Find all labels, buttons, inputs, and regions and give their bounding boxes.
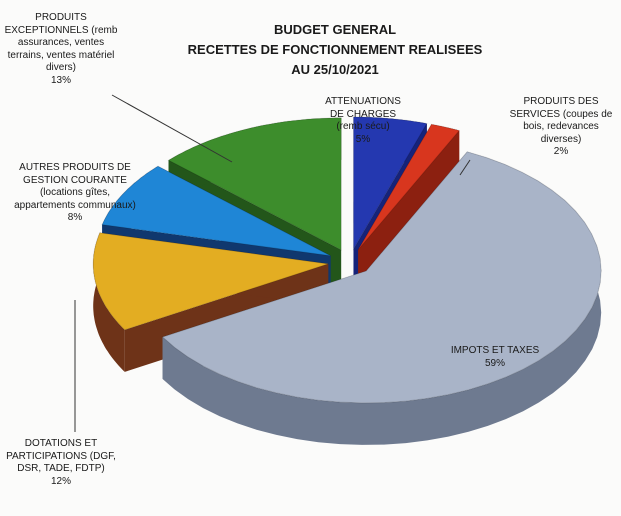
value-label: 5% — [355, 133, 371, 145]
slice-label: DOTATIONS ET PARTICIPATIONS (DGF, DSR, T… — [6, 438, 116, 488]
category-label: AUTRES PRODUITS DE GESTION COURANTE (loc… — [14, 162, 136, 211]
category-label: ATTENUATIONS DE CHARGES (remb sécu) — [325, 96, 401, 132]
category-label: PRODUITS EXCEPTIONNELS (remb assurances,… — [4, 12, 118, 73]
slice-label: IMPOTS ET TAXES 59% — [420, 345, 570, 370]
category-label: PRODUITS DES SERVICES (coupes de bois, r… — [509, 96, 613, 145]
value-label: 12% — [50, 475, 71, 487]
chart-title: BUDGET GENERAL — [273, 22, 397, 37]
value-label: 13% — [50, 74, 71, 86]
slice-label: PRODUITS EXCEPTIONNELS (remb assurances,… — [2, 12, 120, 87]
slice — [92, 232, 329, 331]
slice-label: AUTRES PRODUITS DE GESTION COURANTE (loc… — [10, 162, 140, 225]
slice — [357, 123, 461, 251]
chart-subtitle: RECETTES DE FONCTIONNEMENT REALISEES — [187, 42, 483, 57]
value-label: 8% — [67, 212, 83, 223]
slice — [352, 116, 428, 251]
category-label: DOTATIONS ET PARTICIPATIONS (DGF, DSR, T… — [6, 438, 116, 474]
chart-subtitle: AU 25/10/2021 — [291, 62, 379, 77]
slice-label: PRODUITS DES SERVICES (coupes de bois, r… — [505, 96, 617, 159]
slice-label: ATTENUATIONS DE CHARGES (remb sécu) 5% — [318, 96, 408, 146]
slice-side — [93, 232, 125, 372]
value-label: 59% — [484, 357, 505, 369]
leader-line — [459, 159, 471, 176]
value-label: 2% — [553, 146, 569, 157]
slice — [161, 151, 602, 404]
leader-line — [111, 94, 233, 163]
slice — [101, 165, 331, 257]
category-label: IMPOTS ET TAXES — [450, 345, 540, 356]
